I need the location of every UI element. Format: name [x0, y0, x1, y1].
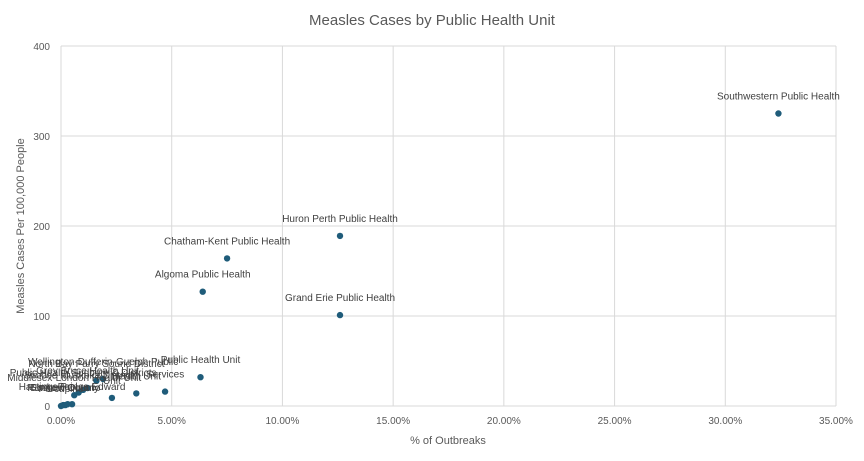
data-label: Peel: [58, 382, 78, 393]
x-tick-label: 25.00%: [598, 416, 632, 427]
x-tick-label: 10.00%: [265, 416, 299, 427]
data-label: Unit: [103, 376, 121, 387]
y-axis-title: Measles Cases Per 100,000 People: [15, 138, 27, 314]
data-label: Porcupine: [38, 384, 83, 395]
data-point: [108, 394, 116, 402]
x-tick-label: 35.00%: [819, 416, 853, 427]
axis-ticks: 0.00% 5.00% 10.00% 15.00% 20.00% 25.00% 30.00%…: [33, 42, 853, 427]
data-point: [223, 255, 231, 262]
data-label: Middlesex-London Health Unit: [7, 373, 141, 384]
x-tick-label: 30.00%: [708, 416, 742, 427]
x-tick-label: 15.00%: [376, 416, 410, 427]
data-label: Chatham-Kent Public Health: [164, 236, 290, 247]
data-point: [133, 390, 140, 397]
data-point: [68, 401, 76, 408]
data-label: Grand Erie Public Health: [285, 293, 395, 304]
y-tick-label: 400: [33, 42, 50, 53]
data-label: Health Unit: [112, 371, 162, 382]
data-point: [199, 288, 206, 295]
data-point: [775, 110, 782, 117]
data-label: Simcoe Muskoka District: [24, 371, 134, 382]
x-axis-title: % of Outbreaks: [410, 435, 486, 447]
data-point: [161, 388, 169, 395]
data-point: [99, 375, 107, 383]
chart-title: Measles Cases by Public Health Unit: [309, 12, 556, 29]
y-tick-label: 200: [33, 222, 50, 233]
y-tick-label: 300: [33, 132, 50, 143]
data-points: [57, 110, 782, 410]
data-label: Eastern Ontario: [30, 383, 100, 394]
y-tick-label: 0: [44, 402, 50, 413]
data-point: [93, 377, 100, 384]
data-label: Public Health Sudbury & Districts: [10, 368, 157, 379]
data-label: Renfrew County: [27, 383, 99, 394]
data-point: [197, 374, 204, 381]
data-point: [57, 402, 65, 410]
data-label: Services: [146, 370, 184, 381]
data-point: [71, 392, 78, 399]
data-label: Huron Perth Public Health: [282, 214, 398, 225]
data-labels: Southwestern Public Health Huron Perth Pu…: [7, 92, 840, 396]
data-label: North Bay Parry Sound District: [28, 359, 164, 370]
data-label: Algoma Public Health: [155, 270, 251, 281]
y-tick-label: 100: [33, 312, 50, 323]
data-label: Hastings Prince Edward: [19, 382, 126, 393]
x-tick-label: 0.00%: [47, 416, 75, 427]
data-label: Public Health Unit: [161, 355, 241, 366]
data-label: Southwestern Public Health: [717, 92, 840, 103]
data-point: [336, 232, 344, 240]
data-point: [336, 311, 344, 319]
x-tick-label: 20.00%: [487, 416, 521, 427]
x-tick-label: 5.00%: [158, 416, 186, 427]
data-label: Wellington-Dufferin-Guelph Public: [28, 357, 178, 368]
grid: [60, 45, 837, 407]
data-label: Grey Bruce Health Unit: [36, 366, 139, 377]
